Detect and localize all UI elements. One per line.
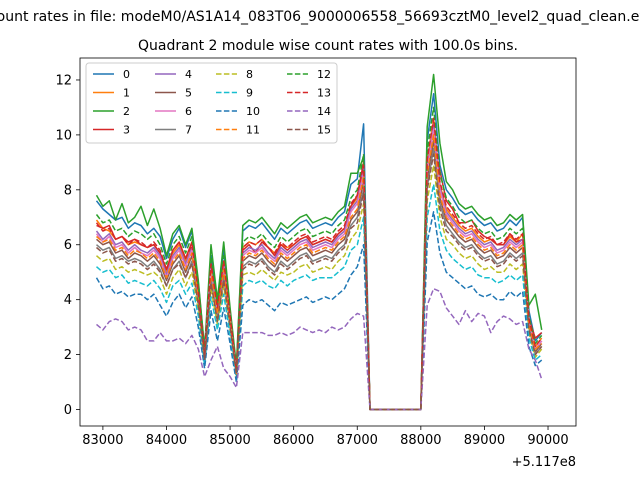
chart-title: Quadrant 2 module wise count rates with … (138, 38, 518, 54)
x-tick-label: 89000 (464, 433, 505, 448)
series-line-9 (96, 183, 543, 411)
y-tick-label: 10 (55, 128, 72, 143)
series-line-11 (96, 134, 543, 411)
legend-label-10: 10 (246, 105, 260, 118)
x-offset-label: +5.117e8 (512, 455, 576, 470)
x-tick-label: 88000 (400, 433, 441, 448)
legend-label-6: 6 (185, 105, 192, 118)
series-line-0 (95, 92, 543, 411)
x-tick-label: 87000 (337, 433, 378, 448)
series-layer (95, 73, 543, 411)
plot-frame (79, 57, 577, 427)
x-tick-label: 90000 (527, 433, 568, 448)
legend-label-7: 7 (185, 124, 192, 137)
x-tick-label: 83000 (82, 433, 123, 448)
x-tick-label: 85000 (209, 433, 250, 448)
series-line-12 (95, 106, 543, 411)
x-axis: 83000 84000 85000 86000 87000 88000 89000 90000 (82, 426, 569, 448)
legend-label-13: 13 (317, 87, 331, 100)
y-tick-label: 2 (64, 348, 72, 363)
y-tick-label: 6 (64, 238, 72, 253)
legend-label-5: 5 (185, 87, 192, 100)
series-line-2 (95, 73, 543, 411)
series-line-15 (96, 153, 543, 411)
series-line-5 (96, 139, 543, 411)
x-tick-label: 84000 (146, 433, 187, 448)
y-tick-label: 4 (64, 293, 72, 308)
series-line-4 (95, 123, 543, 411)
series-line-13 (95, 117, 543, 411)
legend-label-11: 11 (246, 124, 260, 137)
y-tick-label: 12 (55, 73, 72, 88)
legend-label-15: 15 (317, 124, 331, 137)
legend-label-12: 12 (317, 68, 331, 81)
series-line-10 (95, 211, 543, 411)
series-line-8 (96, 164, 543, 411)
legend-frame (85, 62, 338, 144)
x-tick-label: 86000 (273, 433, 314, 448)
legend-label-4: 4 (185, 68, 192, 81)
legend-label-1: 1 (123, 87, 130, 100)
y-tick-label: 8 (64, 183, 72, 198)
legend-label-8: 8 (246, 68, 253, 81)
y-tick-label: 0 (64, 403, 72, 418)
legend-label-2: 2 (123, 105, 130, 118)
series-line-14 (96, 287, 543, 411)
legend-label-9: 9 (246, 87, 253, 100)
y-axis: 0 2 4 6 8 10 12 (55, 73, 80, 418)
legend-label-0: 0 (123, 68, 130, 81)
figure-suptitle: Count rates in file: modeM0/AS1A14_083T0… (0, 9, 640, 25)
legend-label-3: 3 (123, 124, 130, 137)
legend-label-14: 14 (317, 105, 331, 118)
